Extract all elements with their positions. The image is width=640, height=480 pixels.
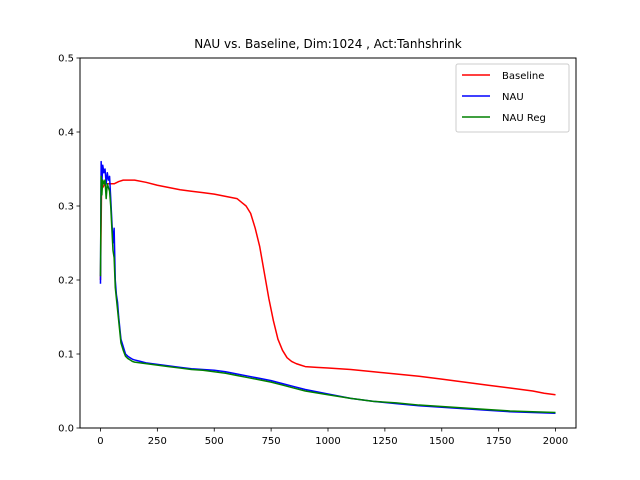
y-tick-label: 0.5 [58, 54, 74, 65]
x-axis-ticks: 0 250 500 750 1000 1250 1500 1750 2000 [97, 428, 568, 447]
y-tick-label: 0.4 [58, 128, 74, 139]
y-tick-label: 0.3 [58, 202, 74, 213]
y-tick-label: 0.1 [58, 350, 74, 361]
legend-label: NAU [502, 92, 524, 103]
y-axis-ticks: 0.0 0.1 0.2 0.3 0.4 0.5 [58, 54, 80, 435]
x-tick-label: 250 [148, 436, 167, 447]
x-tick-label: 1250 [372, 436, 397, 447]
series-line-nau-reg [99, 175, 556, 414]
y-tick-label: 0.2 [58, 276, 74, 287]
plot-area [99, 160, 556, 414]
legend-label: Baseline [502, 71, 544, 82]
y-tick-label: 0.0 [58, 424, 74, 435]
axes-frame [79, 57, 577, 429]
x-tick-label: 500 [205, 436, 224, 447]
chart-title: NAU vs. Baseline, Dim:1024 , Act:Tanhshr… [194, 37, 462, 51]
x-tick-label: 750 [262, 436, 281, 447]
x-tick-label: 1500 [429, 436, 454, 447]
x-tick-label: 1750 [486, 436, 511, 447]
legend: Baseline NAU NAU Reg [455, 63, 570, 133]
legend-box [455, 63, 570, 133]
x-tick-label: 2000 [543, 436, 568, 447]
series-line-baseline [99, 179, 556, 396]
x-tick-label: 1000 [315, 436, 340, 447]
x-tick-label: 0 [97, 436, 103, 447]
legend-label: NAU Reg [502, 113, 546, 124]
